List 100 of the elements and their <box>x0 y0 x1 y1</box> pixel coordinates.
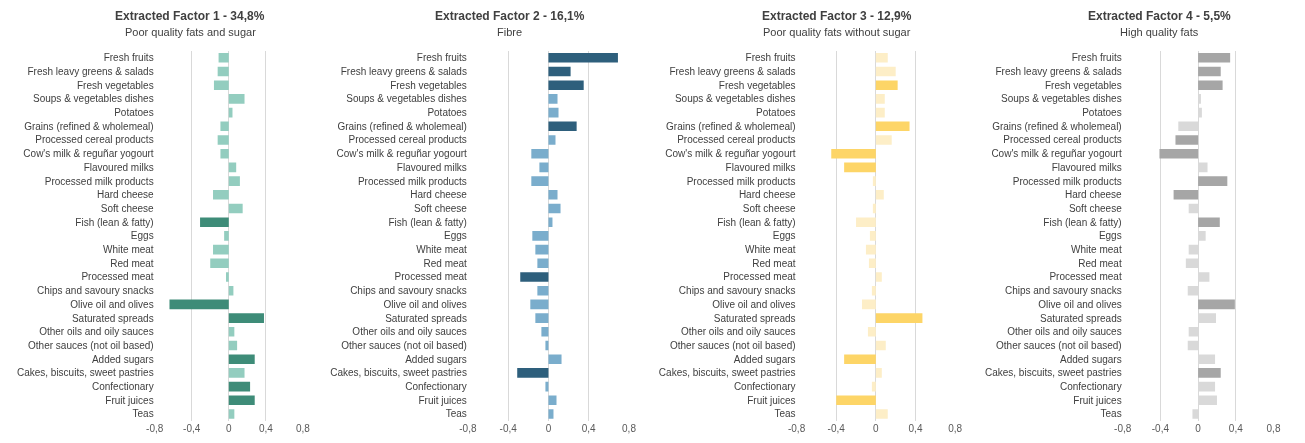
y-tick-label: Processed milk products <box>44 175 154 187</box>
y-tick-label: Added sugars <box>1059 353 1122 365</box>
bar <box>548 121 577 132</box>
y-tick-label: Confectionary <box>405 381 467 393</box>
x-tick-label: -0,4 <box>1151 422 1170 434</box>
y-tick-label: Fresh vegetables <box>1044 79 1122 91</box>
chart-title: Extracted Factor 4 - 5,5% <box>1088 9 1232 23</box>
bar <box>531 176 549 186</box>
x-tick-label: 0,8 <box>1266 422 1281 434</box>
x-tick-label: 0 <box>545 422 552 434</box>
y-tick-label: Fresh vegetables <box>76 79 154 91</box>
y-tick-label: Processed cereal products <box>35 134 154 146</box>
y-tick-label: Processed milk products <box>686 175 796 187</box>
y-tick-label: Fish (lean & fatty) <box>388 216 467 228</box>
y-tick-label: Fresh fruits <box>103 52 154 64</box>
y-tick-label: Processed cereal products <box>1003 134 1122 146</box>
bar <box>875 135 892 145</box>
bar <box>548 80 584 90</box>
y-tick-label: Red meat <box>1078 257 1122 269</box>
bar <box>1198 80 1223 90</box>
y-tick-label: Chips and savoury snacks <box>36 285 154 297</box>
bar <box>228 409 235 419</box>
y-tick-label: White meat <box>103 244 154 256</box>
y-tick-label: Red meat <box>110 257 154 269</box>
x-tick-label: -0,4 <box>183 422 201 434</box>
y-tick-label: Flavoured milks <box>725 161 796 173</box>
y-tick-label: Cakes, biscuits, sweet pastries <box>16 367 154 379</box>
y-tick-label: Confectionary <box>1059 381 1122 393</box>
x-tick-label: -0,4 <box>499 422 518 434</box>
bar <box>228 368 245 378</box>
bar <box>1198 53 1231 63</box>
y-tick-label: Other sauces (not oil based) <box>996 339 1122 351</box>
bar <box>875 107 885 118</box>
bar <box>228 203 243 214</box>
y-tick-label: Fresh vegetables <box>390 79 467 91</box>
y-tick-label: White meat <box>745 244 796 256</box>
y-tick-label: Fish (lean & fatty) <box>75 216 154 228</box>
chart-title: Extracted Factor 2 - 16,1% <box>435 9 585 23</box>
x-tick-label: 0,4 <box>908 422 923 434</box>
y-tick-label: Soups & vegetables dishes <box>33 93 154 105</box>
bar <box>531 148 549 159</box>
y-tick-label: Added sugars <box>91 353 154 365</box>
bar <box>228 381 251 392</box>
y-tick-label: Fresh fruits <box>416 52 467 64</box>
bar <box>520 272 549 282</box>
y-tick-label: Eggs <box>130 230 154 242</box>
bar <box>220 148 229 159</box>
bar <box>224 231 229 241</box>
y-tick-label: Saturated spreads <box>1039 312 1122 324</box>
y-tick-label: Olive oil and olives <box>383 298 467 310</box>
bar <box>217 66 229 77</box>
bar <box>856 217 876 227</box>
bar <box>1198 217 1220 227</box>
bar <box>875 80 898 90</box>
y-tick-label: Olive oil and olives <box>70 298 154 310</box>
bar <box>228 176 240 186</box>
y-tick-label: Other sauces (not oil based) <box>669 339 796 351</box>
y-tick-label: Chips and savoury snacks <box>678 285 796 297</box>
x-tick-label: -0,8 <box>146 422 164 434</box>
y-tick-label: Olive oil and olives <box>712 298 796 310</box>
y-tick-label: Fresh vegetables <box>718 79 796 91</box>
bar <box>548 409 554 419</box>
y-tick-label: Processed meat <box>723 271 796 283</box>
y-tick-label: White meat <box>1071 244 1122 256</box>
x-tick-label: 0 <box>226 422 232 434</box>
x-tick-label: 0 <box>873 422 880 434</box>
y-tick-label: Hard cheese <box>738 189 797 201</box>
bar <box>875 313 923 323</box>
bar <box>871 381 876 392</box>
bar <box>831 148 876 159</box>
bar <box>535 313 549 323</box>
y-tick-label: Processed meat <box>81 271 154 283</box>
y-tick-label: Processed meat <box>394 271 468 283</box>
x-tick-label: -0,8 <box>1114 422 1132 434</box>
bar <box>213 244 229 255</box>
y-tick-label: Other oils and oily sauces <box>39 326 154 338</box>
bar <box>532 231 549 241</box>
bar <box>228 395 255 406</box>
y-tick-label: Cow's milk & reguñar yogourt <box>336 148 468 160</box>
x-tick-label: 0,8 <box>622 422 637 434</box>
x-tick-label: 0,4 <box>1228 422 1244 434</box>
y-tick-label: Saturated spreads <box>385 312 467 324</box>
chart-subtitle: High quality fats <box>1120 26 1199 38</box>
bar <box>200 217 229 227</box>
y-tick-label: Olive oil and olives <box>1038 298 1122 310</box>
bar <box>210 258 229 269</box>
y-tick-label: Red meat <box>752 257 796 269</box>
y-tick-label: Added sugars <box>405 353 467 365</box>
bar <box>213 190 229 200</box>
y-tick-label: Grains (refined & wholemeal) <box>992 120 1122 132</box>
y-tick-label: Added sugars <box>733 353 796 365</box>
bar <box>548 203 561 214</box>
y-tick-label: Eggs <box>1098 230 1122 242</box>
bar <box>844 162 876 173</box>
x-tick-label: 0,4 <box>258 422 274 434</box>
bar <box>875 94 885 104</box>
bar <box>530 299 549 310</box>
bar <box>548 217 553 227</box>
bar <box>217 135 229 145</box>
y-tick-label: Fruit juices <box>418 394 467 406</box>
